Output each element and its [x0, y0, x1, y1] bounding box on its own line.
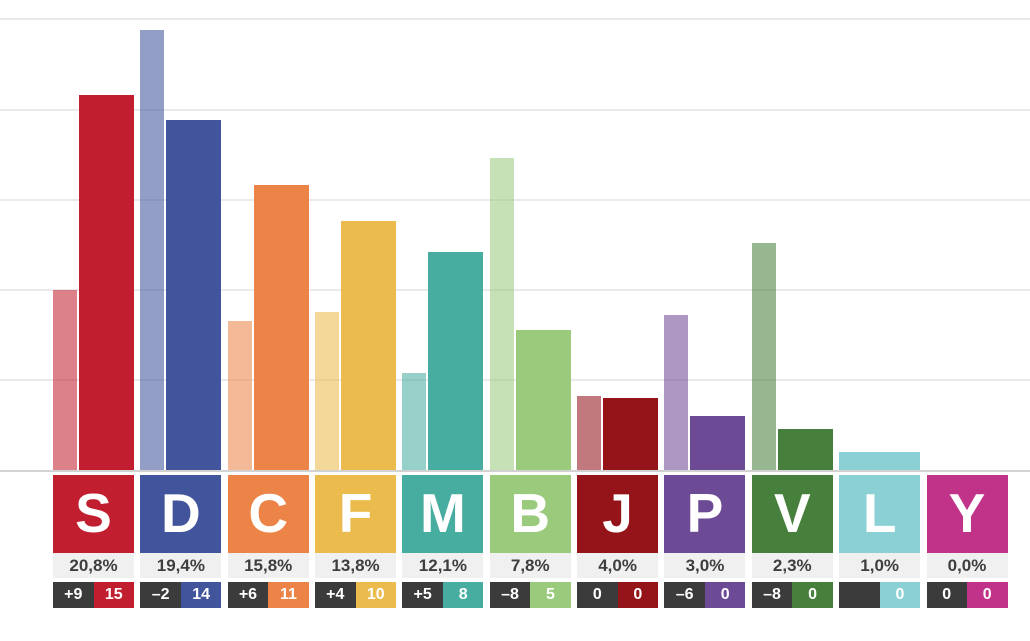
bar-previous-F	[315, 311, 340, 471]
seat-change-box-P: –6	[664, 582, 705, 608]
gridline-20pct	[0, 108, 1030, 111]
seats-box-F: 10	[355, 582, 397, 608]
party-letter-badge-F: F	[315, 475, 397, 553]
party-letter: C	[248, 481, 289, 544]
party-letter-badge-J: J	[577, 475, 659, 553]
party-letter: J	[602, 481, 633, 544]
party-letter: V	[773, 481, 811, 544]
party-letter: F	[338, 481, 373, 544]
seat-change-box-V: –8	[751, 582, 793, 608]
seat-change-box-M: +5	[402, 582, 443, 608]
seats-box-P: 0	[704, 582, 746, 608]
seat-change-box-Y: 0	[926, 582, 967, 608]
seats-box-C: 11	[268, 582, 309, 608]
bar-previous-D	[140, 30, 165, 471]
vote-share-label-L: 1,0%	[839, 553, 921, 578]
party-letter: L	[862, 481, 897, 544]
x-axis-baseline	[0, 469, 1030, 472]
vote-share-label-V: 2,3%	[751, 553, 833, 578]
vote-share-label-B: 7,8%	[489, 553, 571, 578]
vote-share-label-F: 13,8%	[315, 553, 397, 578]
party-letter-badge-V: V	[751, 475, 833, 553]
bar-current-M	[428, 252, 484, 471]
vote-share-label-S: 20,8%	[53, 553, 134, 578]
party-letter: Y	[948, 481, 986, 544]
seats-box-S: 15	[93, 582, 134, 608]
bar-previous-M	[402, 373, 427, 471]
gridline-15pct	[0, 198, 1030, 201]
seats-box-M: 8	[442, 582, 484, 608]
seat-change-box-J: 0	[577, 582, 618, 608]
seats-box-Y: 0	[967, 582, 1008, 608]
party-letter: D	[160, 481, 201, 544]
vote-share-label-C: 15,8%	[227, 553, 309, 578]
bar-current-B	[515, 329, 571, 471]
party-letter-badge-S: S	[53, 475, 134, 553]
bar-previous-P	[664, 315, 689, 471]
bar-previous-V	[751, 243, 776, 471]
bar-current-L	[839, 452, 921, 471]
bar-current-P	[690, 416, 746, 471]
vote-share-label-J: 4,0%	[577, 553, 659, 578]
seat-change-box-B: –8	[489, 582, 531, 608]
bar-current-V	[777, 428, 833, 471]
seat-change-box-C: +6	[227, 582, 269, 608]
seats-box-V: 0	[792, 582, 833, 608]
party-letter: S	[75, 481, 112, 544]
bar-current-D	[166, 120, 222, 471]
seat-change-box-F: +4	[315, 582, 356, 608]
party-letter-badge-M: M	[402, 475, 484, 553]
party-letter-badge-P: P	[664, 475, 746, 553]
vote-share-label-P: 3,0%	[664, 553, 746, 578]
bar-previous-S	[53, 290, 77, 471]
vote-share-label-Y: 0,0%	[926, 553, 1008, 578]
party-letter-badge-C: C	[227, 475, 309, 553]
bar-previous-C	[227, 320, 252, 471]
seat-change-box-L	[839, 582, 880, 608]
bar-current-S	[79, 95, 134, 471]
bar-current-C	[253, 185, 309, 471]
bar-current-J	[603, 398, 659, 471]
party-letter: P	[686, 481, 724, 544]
vote-share-label-M: 12,1%	[402, 553, 484, 578]
seat-change-box-D: –2	[140, 582, 181, 608]
seats-box-J: 0	[617, 582, 659, 608]
gridline-25pct	[0, 18, 1030, 21]
seats-box-L: 0	[879, 582, 921, 608]
gridline-10pct	[0, 289, 1030, 291]
vote-share-label-D: 19,4%	[140, 553, 222, 578]
bar-current-F	[341, 221, 397, 471]
gridline-5pct	[0, 379, 1030, 382]
seats-box-D: 14	[180, 582, 222, 608]
bar-previous-J	[577, 396, 602, 471]
party-letter-badge-D: D	[140, 475, 222, 553]
party-letter: M	[419, 481, 466, 544]
party-letter-badge-L: L	[839, 475, 921, 553]
seat-change-box-S: +9	[53, 582, 94, 608]
seats-box-B: 5	[530, 582, 571, 608]
bar-previous-B	[489, 158, 514, 471]
party-letter-badge-Y: Y	[926, 475, 1008, 553]
party-letter: B	[510, 481, 551, 544]
party-letter-badge-B: B	[489, 475, 571, 553]
